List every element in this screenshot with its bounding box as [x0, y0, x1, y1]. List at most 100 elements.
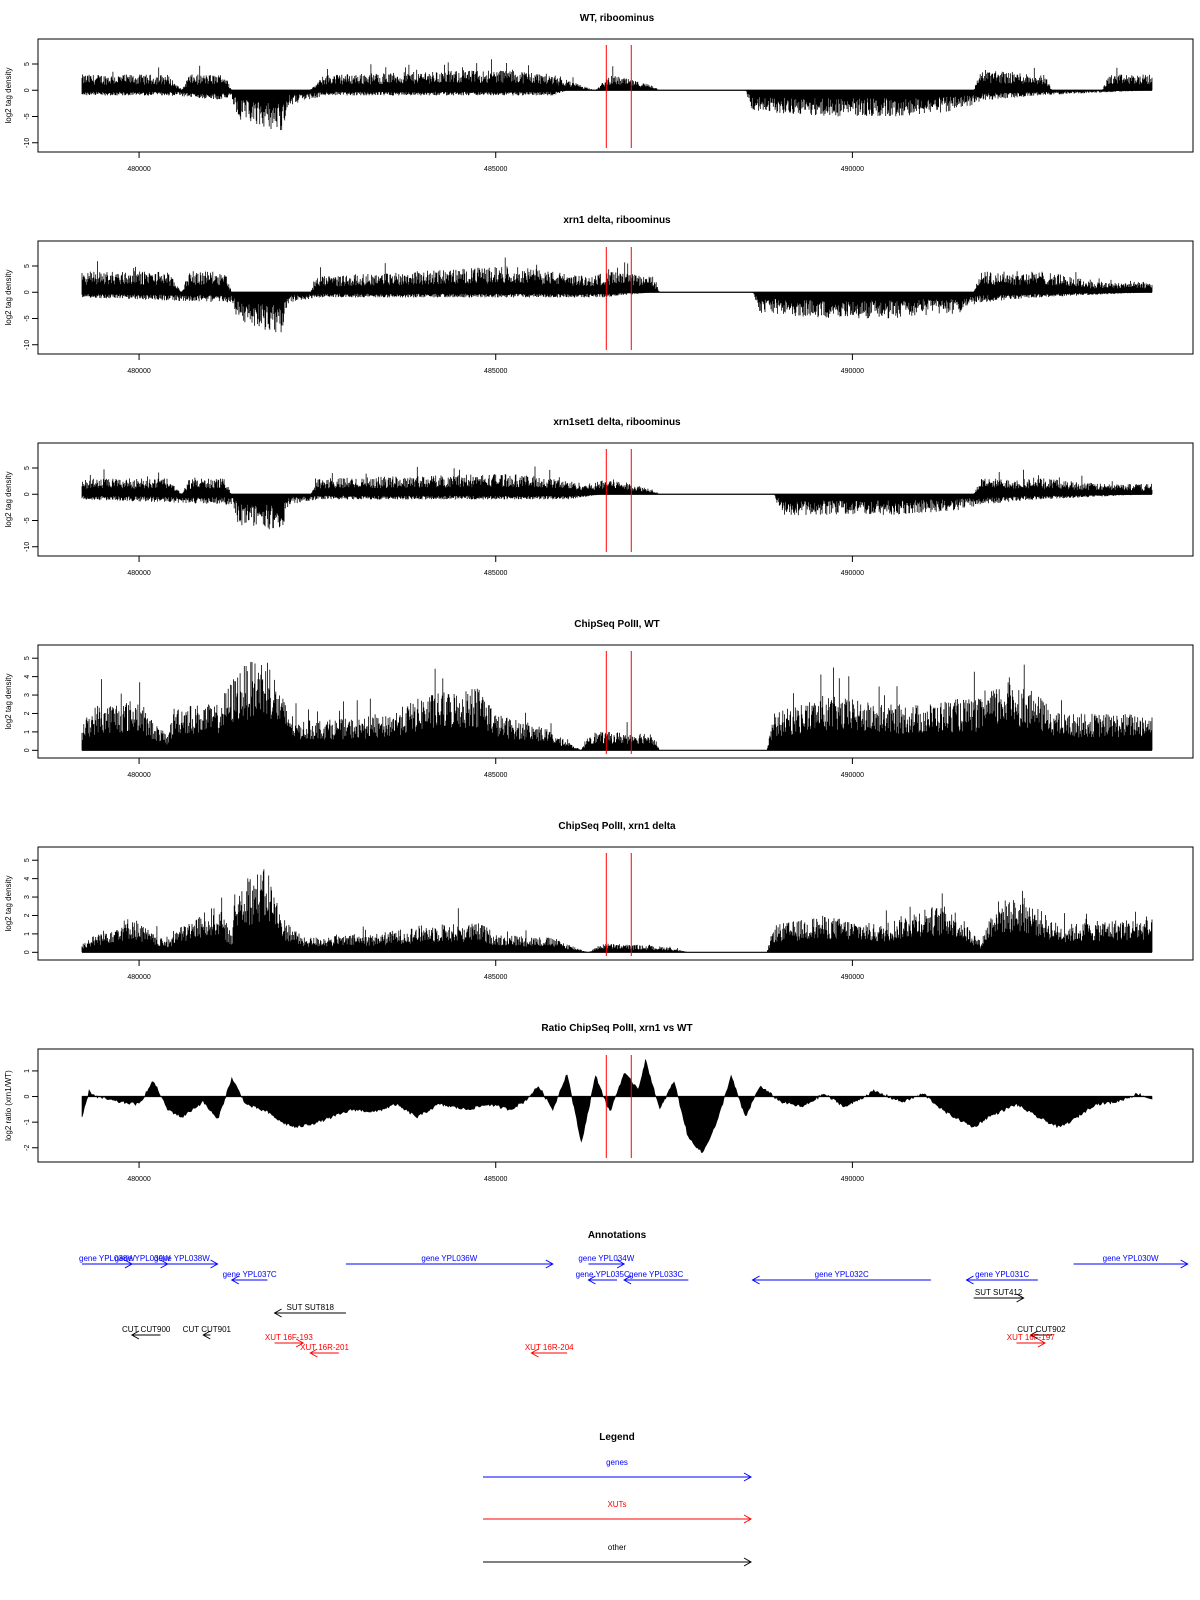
annotation-feature: CUT CUT901	[183, 1325, 232, 1340]
legend-arrowhead	[743, 1557, 753, 1567]
y-tick-label: 2	[24, 913, 31, 917]
annotation-feature: gene YPL034W	[578, 1254, 635, 1269]
y-tick-label: 5	[24, 858, 31, 862]
y-tick-label: -10	[24, 542, 31, 552]
x-tick-label: 485000	[484, 368, 507, 375]
annotation-label: CUT CUT900	[122, 1325, 171, 1334]
y-tick-label: 5	[24, 466, 31, 470]
density-bars	[81, 869, 1153, 953]
plot-frame	[37, 1048, 1194, 1163]
y-tick-label: -10	[24, 340, 31, 350]
annotation-arrowhead	[130, 1330, 140, 1340]
annotation-label: CUT CUT901	[183, 1325, 232, 1334]
x-tick-label: 480000	[127, 1176, 150, 1183]
y-tick-label: -10	[24, 138, 31, 148]
y-tick-label: -1	[24, 1119, 31, 1125]
chart-panel-6: Ratio ChipSeq PolII, xrn1 vs WT log2 rati…	[4, 1023, 1194, 1183]
chart-title: Ratio ChipSeq PolII, xrn1 vs WT	[541, 1023, 692, 1034]
legend-arrowhead	[743, 1472, 753, 1482]
y-tick-label: 5	[24, 656, 31, 660]
annotation-feature: gene YPL033C	[623, 1270, 689, 1285]
annotation-label: XUT 16F-193	[265, 1333, 313, 1342]
y-tick-label: 4	[24, 877, 31, 881]
chart-panel-4: ChipSeq PolII, WT log2 tag density 0 1 2 3 4 5 4…	[4, 619, 1194, 779]
x-tick-label: 485000	[484, 166, 507, 173]
plot-frame	[37, 846, 1194, 961]
annotation-arrowhead	[1037, 1338, 1047, 1348]
x-tick-label: 480000	[127, 570, 150, 577]
x-tick-label: 480000	[127, 368, 150, 375]
data-marks	[81, 257, 1153, 333]
annotation-feature: SUT SUT818	[273, 1303, 346, 1318]
chart-panel-5: ChipSeq PolII, xrn1 delta log2 tag densit…	[4, 821, 1194, 981]
y-tick-label: 3	[24, 693, 31, 697]
data-marks	[81, 662, 1153, 751]
y-tick-label: 5	[24, 62, 31, 66]
x-tick-label: 490000	[841, 974, 864, 981]
annotation-label: gene YPL038W	[79, 1254, 135, 1263]
annotation-arrowhead	[295, 1338, 305, 1348]
x-tick-label: 490000	[841, 166, 864, 173]
annotation-feature: CUT CUT900	[122, 1325, 171, 1340]
annotation-feature: XUT 16F-197	[1007, 1333, 1055, 1348]
y-tick-label: -5	[24, 113, 31, 119]
legend-items: genes XUTs other	[483, 1458, 753, 1567]
annotation-label: gene YPL031C	[975, 1270, 1029, 1279]
annotation-arrowhead	[587, 1275, 596, 1285]
annotation-arrowhead	[273, 1308, 282, 1318]
annotation-label: XUT 16F-197	[1007, 1333, 1055, 1342]
y-tick-label: 1	[24, 932, 31, 936]
annotation-arrowhead	[530, 1348, 539, 1358]
y-tick-label: -5	[24, 517, 31, 523]
y-tick-label: 0	[24, 1094, 31, 1098]
x-tick-label: 480000	[127, 974, 150, 981]
y-tick-label: 0	[24, 748, 31, 752]
ratio-area	[81, 1059, 1153, 1153]
annotation-feature: gene YPL032C	[751, 1270, 931, 1285]
y-axis-label: log2 tag density	[4, 471, 13, 527]
chart-panel-3: xrn1set1 delta, riboominus log2 tag densi…	[4, 417, 1194, 577]
annotation-arrowhead	[230, 1275, 240, 1285]
annotation-feature: CUT CUT902	[1017, 1325, 1066, 1340]
y-axis-label: log2 tag density	[4, 67, 13, 123]
chart-title: xrn1 delta, riboominus	[563, 215, 671, 226]
annotation-label: SUT SUT412	[975, 1288, 1023, 1297]
plot-frame	[37, 644, 1194, 759]
y-tick-label: 1	[24, 730, 31, 734]
annotation-arrowhead	[210, 1259, 219, 1269]
data-marks	[81, 869, 1153, 953]
annotation-arrowhead	[1029, 1330, 1038, 1340]
y-tick-label: 3	[24, 895, 31, 899]
annotation-label: gene YPL033C	[629, 1270, 683, 1279]
annotation-label: XUT 16R-204	[525, 1343, 574, 1352]
chart-title: ChipSeq PolII, xrn1 delta	[558, 821, 676, 832]
plot-frame	[37, 442, 1194, 557]
annotation-feature: gene YPL038W	[146, 1254, 219, 1269]
annotation-arrowhead	[202, 1330, 211, 1340]
legend-title: Legend	[599, 1432, 635, 1443]
legend-item-gene: genes	[483, 1458, 753, 1482]
chart-panel-2: xrn1 delta, riboominus log2 tag density -1…	[4, 215, 1194, 375]
data-marks	[81, 59, 1153, 131]
annotation-feature: gene YPL037C	[223, 1270, 277, 1285]
x-tick-label: 490000	[841, 772, 864, 779]
annotation-label: XUT 16R-201	[300, 1343, 349, 1352]
annotations-title: Annotations	[588, 1230, 647, 1241]
x-tick-label: 490000	[841, 368, 864, 375]
y-tick-label: 4	[24, 675, 31, 679]
annotation-feature: XUT 16R-201	[300, 1343, 349, 1358]
annotation-label: CUT CUT902	[1017, 1325, 1066, 1334]
annotation-label: gene YPL039W	[115, 1254, 171, 1263]
x-tick-label: 485000	[484, 1176, 507, 1183]
y-axis-label: log2 tag density	[4, 673, 13, 729]
chart-title: WT, riboominus	[580, 13, 655, 24]
y-tick-label: 0	[24, 950, 31, 954]
legend-label: other	[608, 1543, 627, 1552]
legend-arrowhead	[743, 1514, 753, 1524]
chart-title: ChipSeq PolII, WT	[574, 619, 660, 630]
y-tick-label: 1	[24, 1069, 31, 1073]
density-bars	[81, 59, 1153, 131]
